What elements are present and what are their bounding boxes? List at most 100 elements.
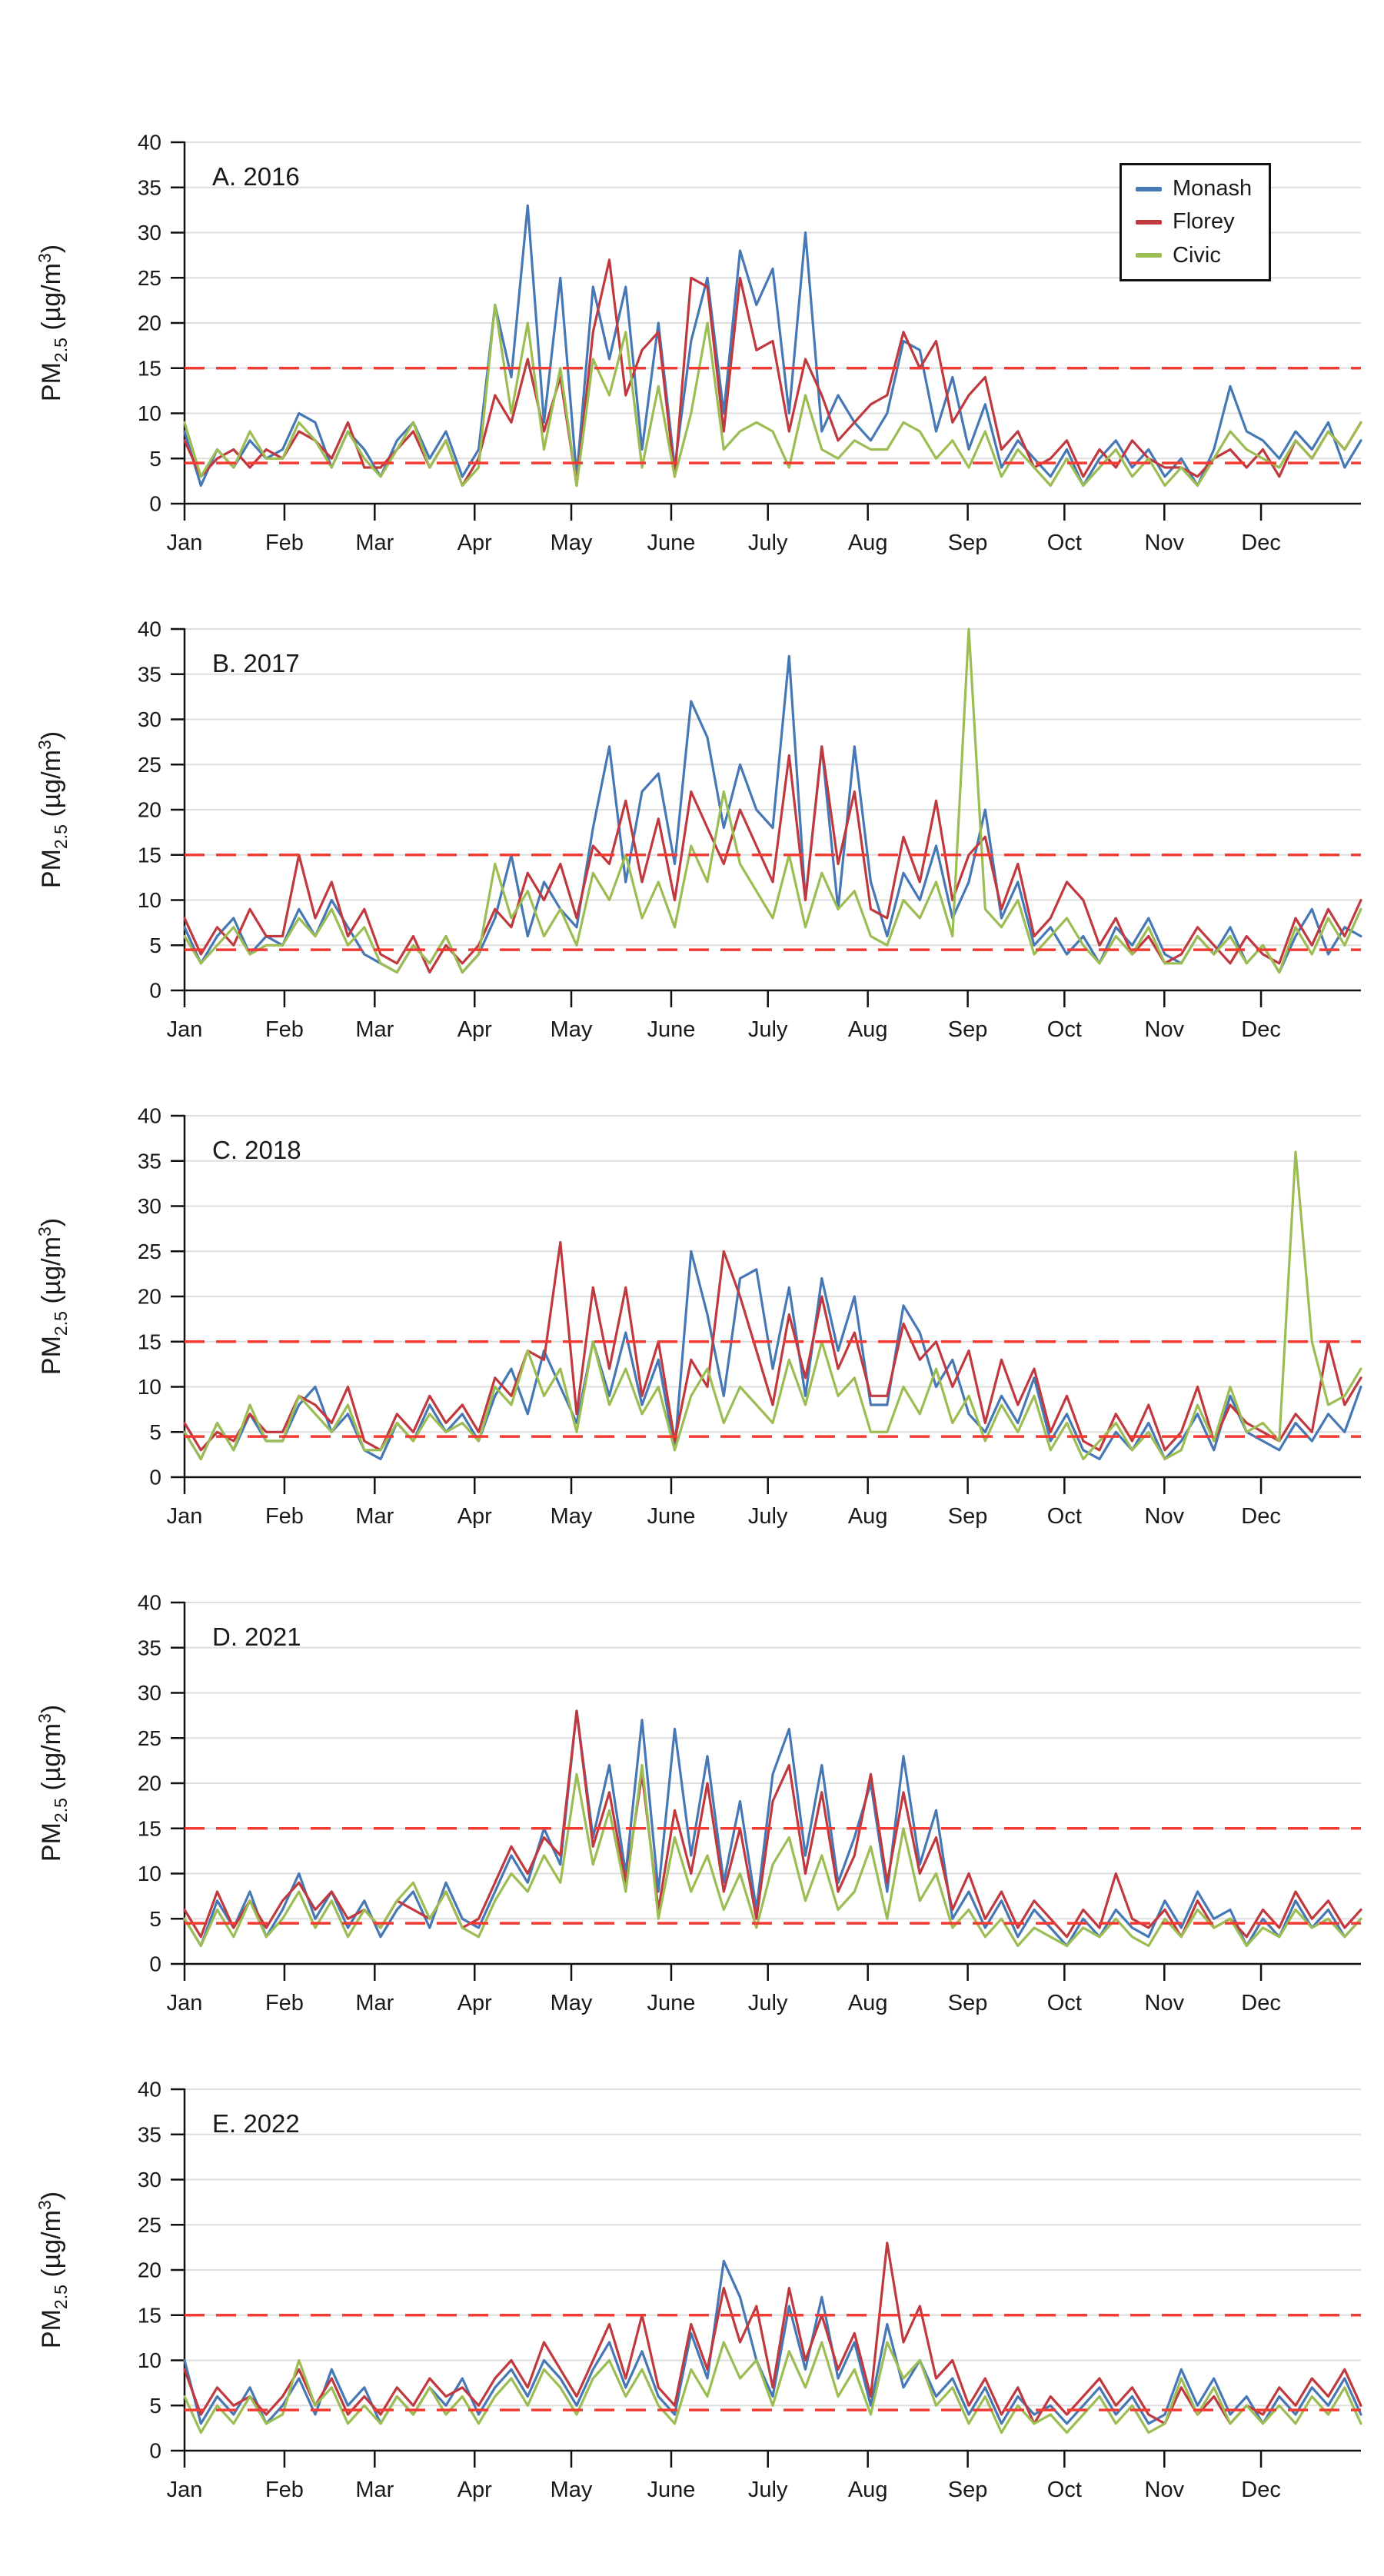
- x-tick-label-June: June: [647, 1017, 696, 1042]
- panel-d-2021: 0 5 10 15 20 25 30 35 40 Jan Feb Mar Apr May June July A…: [0, 1591, 1384, 2089]
- x-tick-label-Feb: Feb: [265, 2478, 304, 2502]
- y-tick-label-0: 0: [149, 492, 161, 516]
- panel-title: D. 2021: [212, 1622, 301, 1651]
- y-tick-label-35: 35: [138, 1149, 161, 1173]
- y-tick-label-25: 25: [138, 1240, 161, 1263]
- x-tick-label-Sep: Sep: [948, 1504, 988, 1529]
- legend-item-monash: Monash: [1136, 176, 1252, 201]
- x-tick-label-Mar: Mar: [355, 2478, 394, 2502]
- x-tick-label-July: July: [748, 2478, 788, 2502]
- panel-e-2022: 0 5 10 15 20 25 30 35 40 Jan Feb Mar Apr May June July A…: [0, 2078, 1384, 2576]
- x-tick-label-Dec: Dec: [1241, 1017, 1281, 1042]
- x-tick-label-Jan: Jan: [167, 1504, 203, 1529]
- x-tick-label-Aug: Aug: [848, 1991, 888, 2015]
- y-tick-label-5: 5: [149, 2394, 161, 2418]
- x-tick-label-Sep: Sep: [948, 2478, 988, 2502]
- x-tick-label-Mar: Mar: [355, 1504, 394, 1529]
- panel-title: B. 2017: [212, 649, 300, 677]
- series-line-florey: [183, 258, 1362, 488]
- series-line-monash: [183, 1709, 1362, 1948]
- y-tick-label-20: 20: [138, 2258, 161, 2282]
- x-tick-label-Mar: Mar: [355, 1017, 394, 1042]
- y-tick-label-20: 20: [138, 798, 161, 822]
- y-tick-label-35: 35: [138, 662, 161, 686]
- legend: Monash Florey Civic: [1120, 163, 1272, 282]
- y-tick-label-40: 40: [138, 131, 161, 155]
- x-tick-label-Dec: Dec: [1241, 1504, 1281, 1529]
- y-tick-label-10: 10: [138, 888, 161, 912]
- legend-swatch-florey: [1136, 220, 1162, 225]
- x-tick-label-Nov: Nov: [1145, 1991, 1185, 2015]
- x-tick-label-Mar: Mar: [355, 1991, 394, 2015]
- x-tick-label-Sep: Sep: [948, 1017, 988, 1042]
- x-tick-label-July: July: [748, 531, 788, 555]
- x-tick-label-Oct: Oct: [1047, 2478, 1082, 2502]
- x-tick-label-Nov: Nov: [1145, 1017, 1185, 1042]
- series-line-civic: [183, 627, 1362, 974]
- y-tick-label-15: 15: [138, 1816, 161, 1840]
- panel-d-chart: 0 5 10 15 20 25 30 35 40 Jan Feb Mar Apr May June July A…: [35, 1591, 1362, 2015]
- x-tick-label-Jan: Jan: [167, 2478, 203, 2502]
- x-tick-label-Aug: Aug: [848, 531, 888, 555]
- x-tick-label-Feb: Feb: [265, 531, 304, 555]
- panel-e-chart: 0 5 10 15 20 25 30 35 40 Jan Feb Mar Apr May June July A…: [35, 2078, 1362, 2502]
- y-tick-label-15: 15: [138, 2303, 161, 2327]
- series-line-civic: [183, 1150, 1362, 1461]
- x-tick-label-Oct: Oct: [1047, 1017, 1082, 1042]
- legend-label-monash: Monash: [1173, 176, 1253, 201]
- series-line-civic: [183, 303, 1362, 488]
- x-tick-label-Apr: Apr: [457, 1991, 492, 2015]
- x-tick-label-Dec: Dec: [1241, 1991, 1281, 2015]
- panel-a-2016: 0 5 10 15 20 25 30 35 40 Jan Feb Mar Apr May June July A…: [0, 131, 1384, 629]
- x-tick-label-Dec: Dec: [1241, 531, 1281, 555]
- series-line-civic: [183, 2341, 1362, 2435]
- y-tick-label-35: 35: [138, 2122, 161, 2146]
- y-tick-label-5: 5: [149, 934, 161, 957]
- y-tick-label-40: 40: [138, 617, 161, 641]
- y-tick-label-15: 15: [138, 356, 161, 380]
- x-tick-label-Apr: Apr: [457, 1017, 492, 1042]
- y-tick-label-10: 10: [138, 2348, 161, 2372]
- y-tick-label-30: 30: [138, 1681, 161, 1705]
- x-tick-label-Oct: Oct: [1047, 1991, 1082, 2015]
- x-tick-label-Apr: Apr: [457, 531, 492, 555]
- y-tick-label-40: 40: [138, 1104, 161, 1128]
- legend-label-florey: Florey: [1173, 209, 1235, 235]
- y-tick-label-35: 35: [138, 175, 161, 199]
- x-tick-label-Nov: Nov: [1145, 1504, 1185, 1529]
- y-tick-label-0: 0: [149, 979, 161, 1003]
- x-tick-label-Oct: Oct: [1047, 531, 1082, 555]
- y-tick-label-5: 5: [149, 447, 161, 471]
- y-tick-label-30: 30: [138, 221, 161, 245]
- legend-label-civic: Civic: [1173, 242, 1221, 268]
- y-tick-label-0: 0: [149, 1466, 161, 1489]
- y-tick-label-25: 25: [138, 266, 161, 290]
- y-tick-label-0: 0: [149, 2439, 161, 2463]
- legend-swatch-civic: [1136, 253, 1162, 258]
- series-line-monash: [183, 654, 1362, 974]
- series-line-florey: [183, 1709, 1362, 1939]
- x-tick-label-July: July: [748, 1504, 788, 1529]
- x-tick-label-June: June: [647, 1504, 696, 1529]
- x-tick-label-Jan: Jan: [167, 1991, 203, 2015]
- x-tick-label-Nov: Nov: [1145, 2478, 1185, 2502]
- x-tick-label-Oct: Oct: [1047, 1504, 1082, 1529]
- series-line-civic: [183, 1763, 1362, 1948]
- y-axis-title: PM2.5 (µg/m3): [35, 2192, 71, 2348]
- y-tick-label-0: 0: [149, 1952, 161, 1976]
- panel-title: A. 2016: [212, 162, 300, 191]
- x-tick-label-Dec: Dec: [1241, 2478, 1281, 2502]
- x-tick-label-Aug: Aug: [848, 1017, 888, 1042]
- x-tick-label-Nov: Nov: [1145, 531, 1185, 555]
- panel-a-chart: 0 5 10 15 20 25 30 35 40 Jan Feb Mar Apr May June July A…: [35, 131, 1362, 555]
- x-tick-label-May: May: [551, 1991, 593, 2015]
- panel-title: E. 2022: [212, 2109, 300, 2138]
- panel-b-2017: 0 5 10 15 20 25 30 35 40 Jan Feb Mar Apr May June July A…: [0, 617, 1384, 1116]
- x-tick-label-Jan: Jan: [167, 531, 203, 555]
- y-tick-label-20: 20: [138, 1772, 161, 1796]
- y-axis-title: PM2.5 (µg/m3): [35, 731, 71, 888]
- y-tick-label-30: 30: [138, 707, 161, 731]
- panel-c-2018: 0 5 10 15 20 25 30 35 40 Jan Feb Mar Apr May June July A…: [0, 1104, 1384, 1603]
- y-tick-label-10: 10: [138, 401, 161, 425]
- x-tick-label-June: June: [647, 2478, 696, 2502]
